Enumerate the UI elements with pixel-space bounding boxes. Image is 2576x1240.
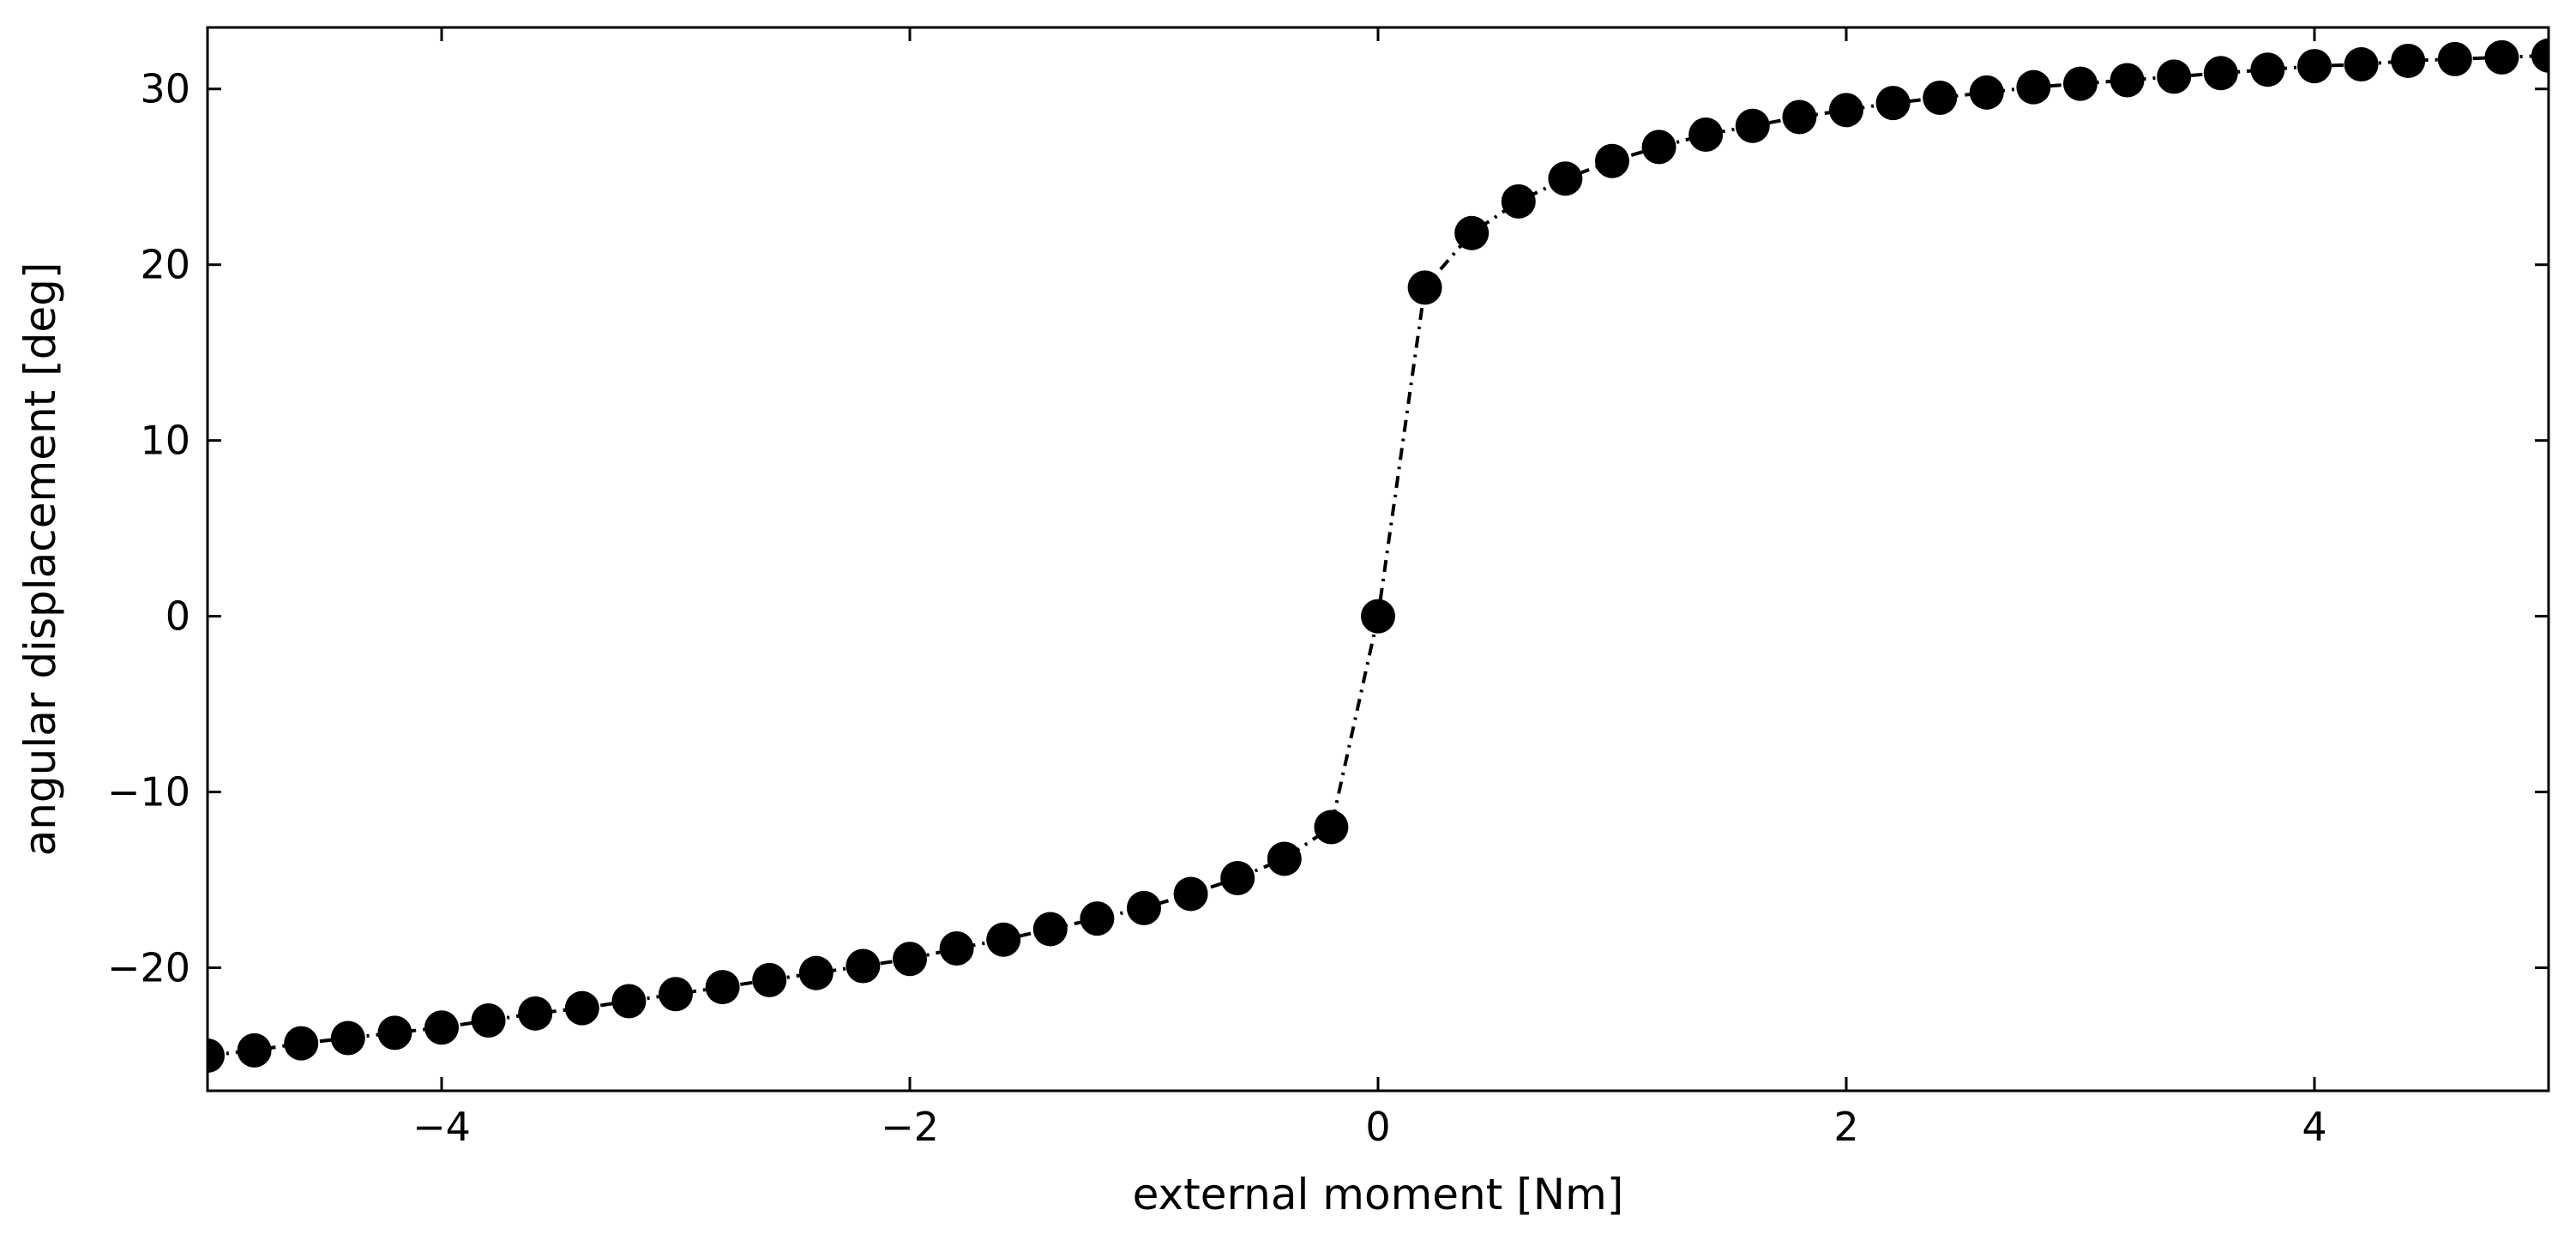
data-point [2297,49,2332,84]
data-point [1127,890,1161,925]
data-point [237,1032,272,1068]
series-line [208,53,2549,1057]
data-point [705,970,740,1005]
data-point [1969,75,2004,110]
data-point [1361,599,1395,634]
data-point [518,996,553,1031]
data-point [1032,912,1068,947]
data-point [1501,184,1536,219]
data-point [1080,901,1115,936]
data-point [2391,43,2426,78]
data-point [1875,86,1911,121]
data-point [2250,52,2285,87]
data-point [2484,39,2519,75]
data-point [1548,161,1583,196]
data-point [1688,117,1724,153]
data-point [846,948,881,984]
x-tick-label: −2 [881,1104,939,1150]
x-tick-label: −4 [412,1104,471,1150]
data-point [2437,41,2472,76]
data-point [330,1020,365,1056]
data-point [893,942,927,977]
data-point [1454,215,1490,250]
data-point [2531,38,2549,73]
x-tick-label: 2 [1833,1104,1858,1150]
data-point [2110,63,2145,98]
data-point [1314,810,1349,845]
data-point [377,1015,412,1050]
data-point [1595,143,1629,178]
data-point [1782,99,1817,135]
y-axis-label: angular displacement [deg] [15,262,65,857]
data-point [1220,861,1255,895]
x-tick-label: 4 [2302,1104,2326,1150]
x-axis-label: external moment [Nm] [1133,1170,1624,1219]
data-point [752,962,787,997]
data-point [1735,108,1770,143]
data-point [1923,80,1958,115]
data-point [424,1010,459,1045]
data-point [2063,66,2098,101]
y-tick-label: −20 [107,945,190,991]
y-tick-label: 10 [140,418,190,464]
data-point [284,1026,319,1061]
data-point [611,984,647,1019]
data-point [208,1038,225,1074]
data-point [564,990,599,1026]
data-points [208,38,2549,1074]
data-point [1829,93,1863,128]
data-point [1173,876,1208,912]
data-point [2016,69,2051,105]
data-point [986,922,1021,957]
data-point [1407,270,1442,305]
y-tick-label: 20 [140,242,190,288]
data-point [939,930,974,966]
data-point [659,977,693,1012]
data-point [2157,59,2192,94]
data-point [2344,47,2379,82]
y-tick-label: 30 [140,66,190,112]
y-tick-label: 0 [166,593,190,640]
data-point [2203,56,2238,91]
data-point [798,955,834,990]
tick-marks [208,27,2549,1091]
plot-area-frame [206,26,2550,1093]
data-point [1267,841,1302,876]
series-line-group [208,53,2549,1057]
y-tick-label: −10 [107,769,190,816]
x-tick-label: 0 [1365,1104,1390,1150]
data-point [1641,129,1676,165]
data-point [471,1003,506,1038]
